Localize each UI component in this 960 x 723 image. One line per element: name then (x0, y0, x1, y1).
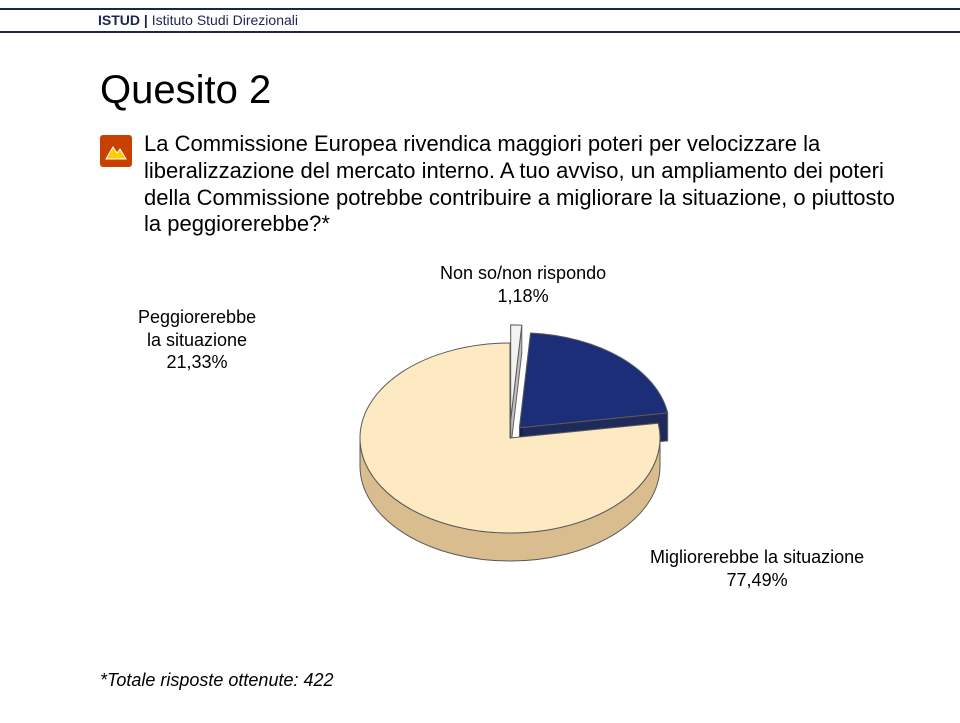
chart-label-peggiorerebbe: Peggiorerebbela situazione21,33% (138, 306, 256, 374)
brand-rest: Istituto Studi Direzionali (152, 12, 298, 28)
chart-label-non_so: Non so/non rispondo1,18% (440, 262, 606, 307)
brand-label: ISTUD | Istituto Studi Direzionali (98, 12, 298, 28)
question-row: La Commissione Europea rivendica maggior… (100, 131, 900, 238)
footnote: *Totale risposte ottenute: 422 (100, 670, 334, 691)
brand-divider: | (144, 12, 152, 28)
chart-label-migliorerebbe: Migliorerebbe la situazione77,49% (650, 546, 864, 591)
mountain-icon (100, 135, 132, 167)
header-band: ISTUD | Istituto Studi Direzionali (0, 8, 960, 33)
slide-content: Quesito 2 La Commissione Europea rivendi… (100, 60, 900, 693)
pie-chart: Non so/non rispondo1,18% Peggiorerebbela … (110, 258, 870, 618)
brand-short: ISTUD (98, 12, 140, 28)
page-title: Quesito 2 (100, 68, 900, 113)
question-text: La Commissione Europea rivendica maggior… (144, 131, 900, 238)
